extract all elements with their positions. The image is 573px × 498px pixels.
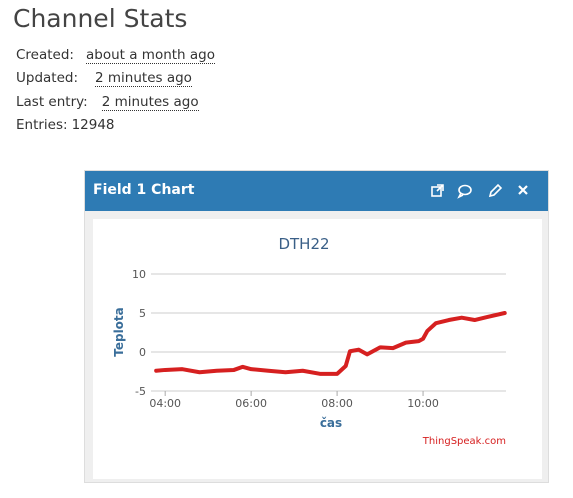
y-tick-label: 10 — [132, 268, 146, 281]
chart-title: DTH22 — [278, 235, 329, 253]
chart-panel: Field 1 Chart DTH22 10 5 0 -5 04:00 06:00 08:00… — [84, 170, 549, 483]
stat-value: 2 minutes ago — [95, 70, 192, 87]
x-tick-label: 06:00 — [235, 397, 267, 410]
chart-area: DTH22 10 5 0 -5 04:00 06:00 08:00 10:00 čas Teplot… — [93, 219, 542, 479]
x-tick-label: 08:00 — [321, 397, 353, 410]
edit-icon[interactable] — [488, 183, 503, 198]
stat-label: Created: — [16, 47, 74, 63]
y-axis-label: Teplota — [112, 307, 126, 357]
stat-value: 12948 — [71, 117, 115, 133]
stat-value: about a month ago — [85, 47, 215, 64]
y-tick-label: 0 — [139, 346, 146, 359]
y-tick-label: -5 — [135, 385, 146, 398]
panel-icons — [431, 183, 528, 199]
stat-label: Updated: — [16, 70, 79, 86]
stat-row: Last entry: 2 minutes ago — [16, 94, 199, 111]
stat-row: Entries: 12948 — [16, 117, 115, 133]
footer-credit: ThingSpeak.com — [422, 436, 506, 447]
panel-header: Field 1 Chart — [85, 171, 548, 211]
y-tick-label: 5 — [139, 307, 146, 320]
page-title: Channel Stats — [13, 4, 188, 33]
data-line — [154, 311, 507, 376]
x-tick-label: 04:00 — [149, 397, 181, 410]
stat-label: Entries: — [16, 117, 68, 133]
stat-value: 2 minutes ago — [101, 94, 199, 111]
chart: DTH22 10 5 0 -504:00 06:00 08:00 10:00 čas Teplot… — [112, 235, 507, 447]
open-icon[interactable] — [431, 186, 442, 197]
stat-row: Updated: 2 minutes ago — [16, 70, 192, 87]
panel-title: Field 1 Chart — [93, 182, 195, 198]
comment-icon[interactable] — [458, 184, 472, 196]
stat-label: Last entry: — [16, 94, 88, 110]
close-icon[interactable] — [518, 185, 528, 195]
stat-row: Created: about a month ago — [16, 47, 215, 64]
x-axis-label: čas — [320, 416, 342, 430]
x-tick-label: 10:00 — [407, 397, 439, 410]
